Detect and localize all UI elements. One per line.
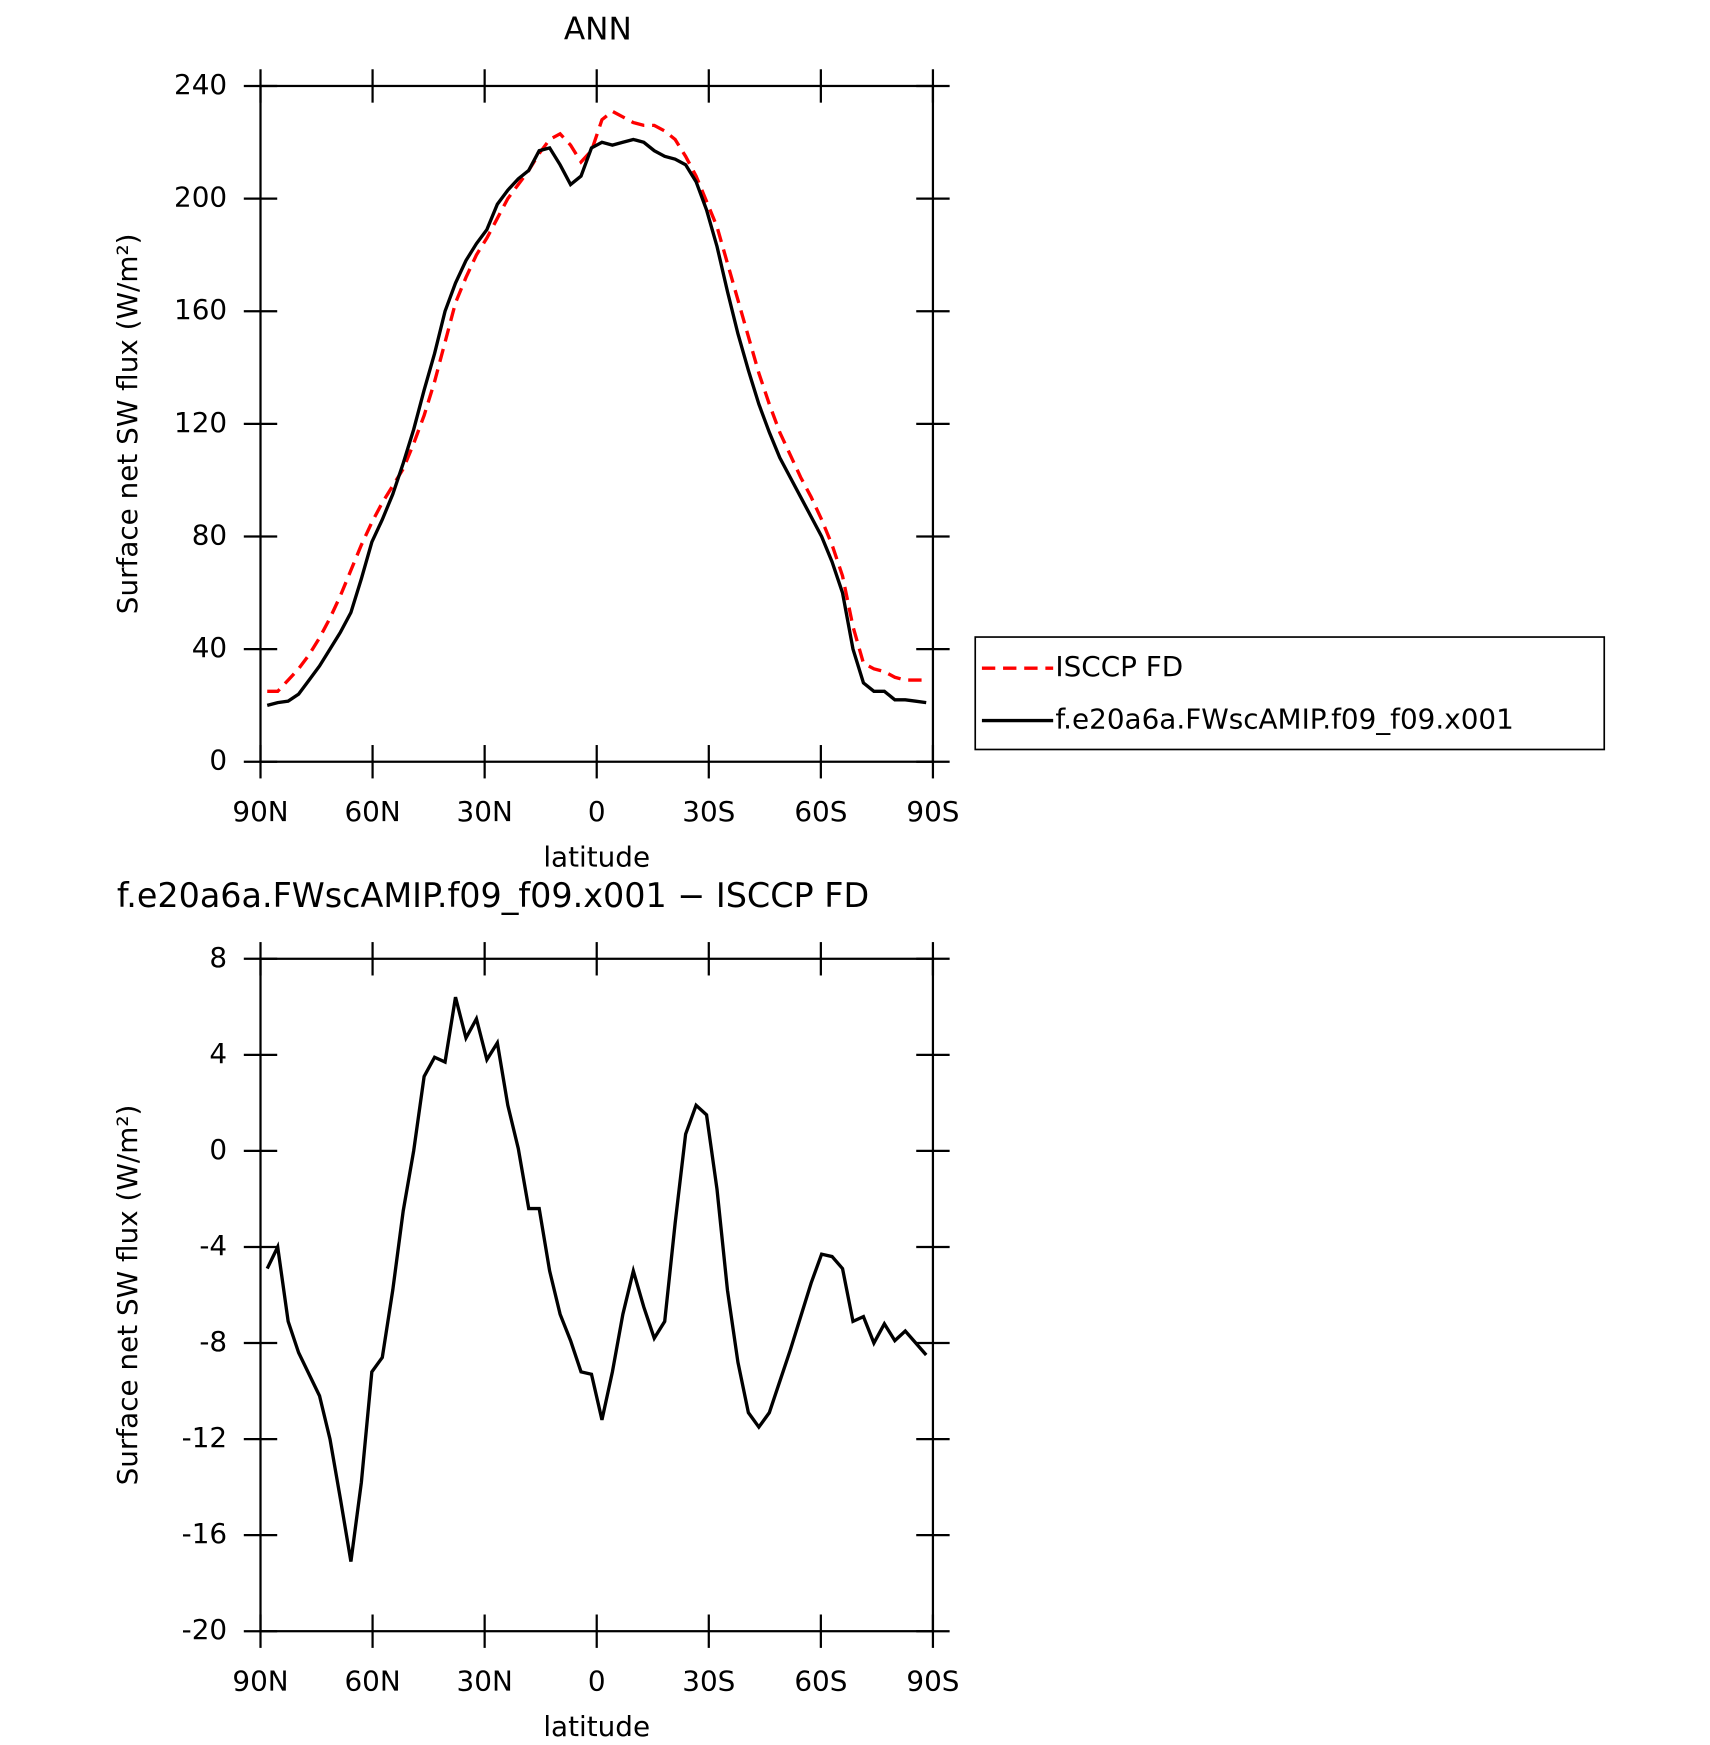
x-tick-label: 60S: [794, 795, 847, 828]
chart-title: ANN: [564, 11, 632, 47]
x-tick-label: 90N: [232, 795, 288, 828]
x-tick-label: 0: [588, 1664, 606, 1697]
y-tick-label: 200: [174, 181, 227, 214]
x-tick-label: 90S: [906, 1664, 959, 1697]
y-tick-label: -4: [199, 1229, 227, 1262]
x-tick-label: 30S: [682, 795, 735, 828]
y-tick-label: 8: [209, 941, 227, 974]
y-tick-label: 0: [209, 1133, 227, 1166]
x-tick-label: 60N: [344, 1664, 400, 1697]
x-tick-label: 60S: [794, 1664, 847, 1697]
x-tick-label: 0: [588, 795, 606, 828]
plot-frame: [259, 84, 935, 763]
legend-label: ISCCP FD: [1055, 650, 1183, 683]
x-tick-label: 90S: [906, 795, 959, 828]
legend-label: f.e20a6a.FWscAMIP.f09_f09.x001: [1055, 703, 1513, 736]
data-line: [266, 137, 927, 708]
x-tick-label: 90N: [232, 1664, 288, 1697]
y-tick-label: -12: [182, 1421, 227, 1454]
plot-frame: [259, 957, 935, 1633]
x-tick-label: 60N: [344, 795, 400, 828]
y-tick-label: -20: [182, 1613, 227, 1646]
data-line: [267, 109, 927, 694]
y-tick-label: 40: [192, 631, 227, 664]
y-tick-label: 160: [174, 293, 227, 326]
legend-box: [974, 636, 1606, 751]
y-axis-label: Surface net SW flux (W/m²): [111, 233, 144, 614]
y-tick-label: -8: [199, 1325, 227, 1358]
y-tick-label: 0: [209, 744, 227, 777]
y-tick-label: 240: [174, 68, 227, 101]
x-tick-label: 30N: [457, 1664, 513, 1697]
x-axis-label: latitude: [543, 841, 650, 874]
y-tick-label: 120: [174, 406, 227, 439]
y-tick-label: 80: [192, 518, 227, 551]
x-tick-label: 30N: [457, 795, 513, 828]
y-tick-label: 4: [209, 1037, 227, 1070]
y-tick-label: -16: [182, 1517, 227, 1550]
x-axis-label: latitude: [543, 1710, 650, 1743]
chart-title: f.e20a6a.FWscAMIP.f09_f09.x001 − ISCCP F…: [117, 876, 869, 915]
x-tick-label: 30S: [682, 1664, 735, 1697]
y-axis-label: Surface net SW flux (W/m²): [111, 1105, 144, 1486]
data-line: [265, 996, 928, 1562]
